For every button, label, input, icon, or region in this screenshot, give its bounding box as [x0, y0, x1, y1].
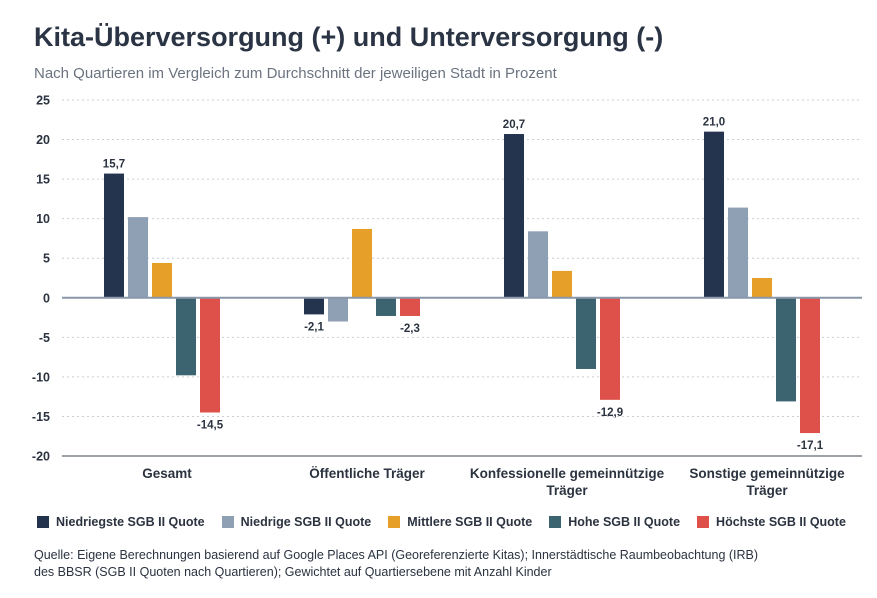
y-tick-label: -20 — [32, 450, 50, 464]
y-tick-label: -5 — [39, 331, 50, 345]
legend-swatch — [549, 516, 562, 528]
data-label: -2,3 — [400, 323, 420, 335]
legend-item: Mittlere SGB II Quote — [388, 515, 532, 529]
y-tick-label: 15 — [36, 173, 50, 187]
bar-hohe-sgb-ii-quote — [776, 297, 796, 402]
legend-swatch — [697, 516, 710, 528]
bar-hohe-sgb-ii-quote — [176, 297, 196, 376]
chart-legend: Niedriegste SGB II Quote Niedrige SGB II … — [37, 515, 863, 529]
y-tick-label: -10 — [32, 370, 50, 384]
y-tick-label: 25 — [36, 94, 50, 108]
bar-mittlere-sgb-ii-quote — [552, 270, 572, 298]
legend-label: Niedrige SGB II Quote — [240, 515, 372, 529]
data-label: 20,7 — [503, 119, 525, 131]
legend-label: Mittlere SGB II Quote — [407, 515, 533, 529]
bar-h-chste-sgb-ii-quote — [200, 297, 220, 413]
source-line-2: des BBSR (SGB II Quoten nach Quartieren)… — [34, 565, 552, 579]
bar-niedrige-sgb-ii-quote — [328, 297, 348, 322]
source-note: Quelle: Eigene Berechnungen basierend au… — [34, 547, 834, 581]
data-label: 15,7 — [103, 159, 125, 171]
bar-niedriegste-sgb-ii-quote — [504, 134, 524, 298]
x-category-label: Sonstige gemeinnützige — [689, 466, 845, 481]
bar-mittlere-sgb-ii-quote — [352, 228, 372, 298]
legend-item: Hohe SGB II Quote — [549, 515, 680, 529]
legend-label: Hohe SGB II Quote — [568, 515, 681, 529]
bar-niedriegste-sgb-ii-quote — [304, 297, 324, 315]
legend-swatch — [388, 516, 401, 528]
chart-title: Kita-Überversorgung (+) und Unterversorg… — [34, 22, 664, 52]
source-line-1: Quelle: Eigene Berechnungen basierend au… — [34, 548, 759, 562]
legend-label: Niedriegste SGB II Quote — [56, 515, 205, 529]
bar-mittlere-sgb-ii-quote — [152, 262, 172, 298]
bar-h-chste-sgb-ii-quote — [600, 297, 620, 400]
bar-h-chste-sgb-ii-quote — [400, 297, 420, 316]
data-label: -14,5 — [197, 419, 224, 431]
legend-swatch — [37, 516, 49, 528]
bar-h-chste-sgb-ii-quote — [800, 297, 820, 434]
data-label: 21,0 — [703, 117, 725, 129]
legend-label: Höchste SGB II Quote — [716, 515, 846, 529]
bar-niedrige-sgb-ii-quote — [728, 207, 748, 298]
x-category-label: Gesamt — [142, 466, 192, 481]
bar-niedriegste-sgb-ii-quote — [704, 131, 724, 298]
x-category-label: Träger — [546, 483, 588, 498]
data-label: -2,1 — [304, 321, 324, 333]
y-tick-label: 20 — [36, 133, 50, 147]
x-category-label: Konfessionelle gemeinnützige — [470, 466, 665, 481]
x-category-label: Öffentliche Träger — [309, 466, 425, 481]
data-label: -12,9 — [597, 407, 623, 419]
y-tick-label: 10 — [36, 212, 50, 226]
bar-niedrige-sgb-ii-quote — [128, 217, 148, 298]
legend-swatch — [221, 516, 234, 528]
bar-hohe-sgb-ii-quote — [376, 297, 396, 316]
chart-subtitle: Nach Quartieren im Vergleich zum Durchsc… — [34, 65, 557, 82]
bar-niedrige-sgb-ii-quote — [528, 231, 548, 298]
y-tick-label: -15 — [32, 410, 50, 424]
legend-item: Niedrige SGB II Quote — [221, 515, 372, 529]
bar-niedriegste-sgb-ii-quote — [104, 173, 124, 298]
bar-hohe-sgb-ii-quote — [576, 297, 596, 369]
legend-item: Höchste SGB II Quote — [697, 515, 846, 529]
legend-item: Niedriegste SGB II Quote — [37, 515, 205, 529]
data-label: -17,1 — [797, 440, 824, 452]
x-category-label: Träger — [746, 483, 788, 498]
y-tick-label: 0 — [43, 291, 50, 305]
bar-chart: 25 20 15 10 5 0 -5 -10 -15 -20 Gesamt Öffentliche T… — [32, 94, 862, 498]
bar-mittlere-sgb-ii-quote — [752, 278, 772, 298]
y-tick-label: 5 — [43, 252, 50, 266]
